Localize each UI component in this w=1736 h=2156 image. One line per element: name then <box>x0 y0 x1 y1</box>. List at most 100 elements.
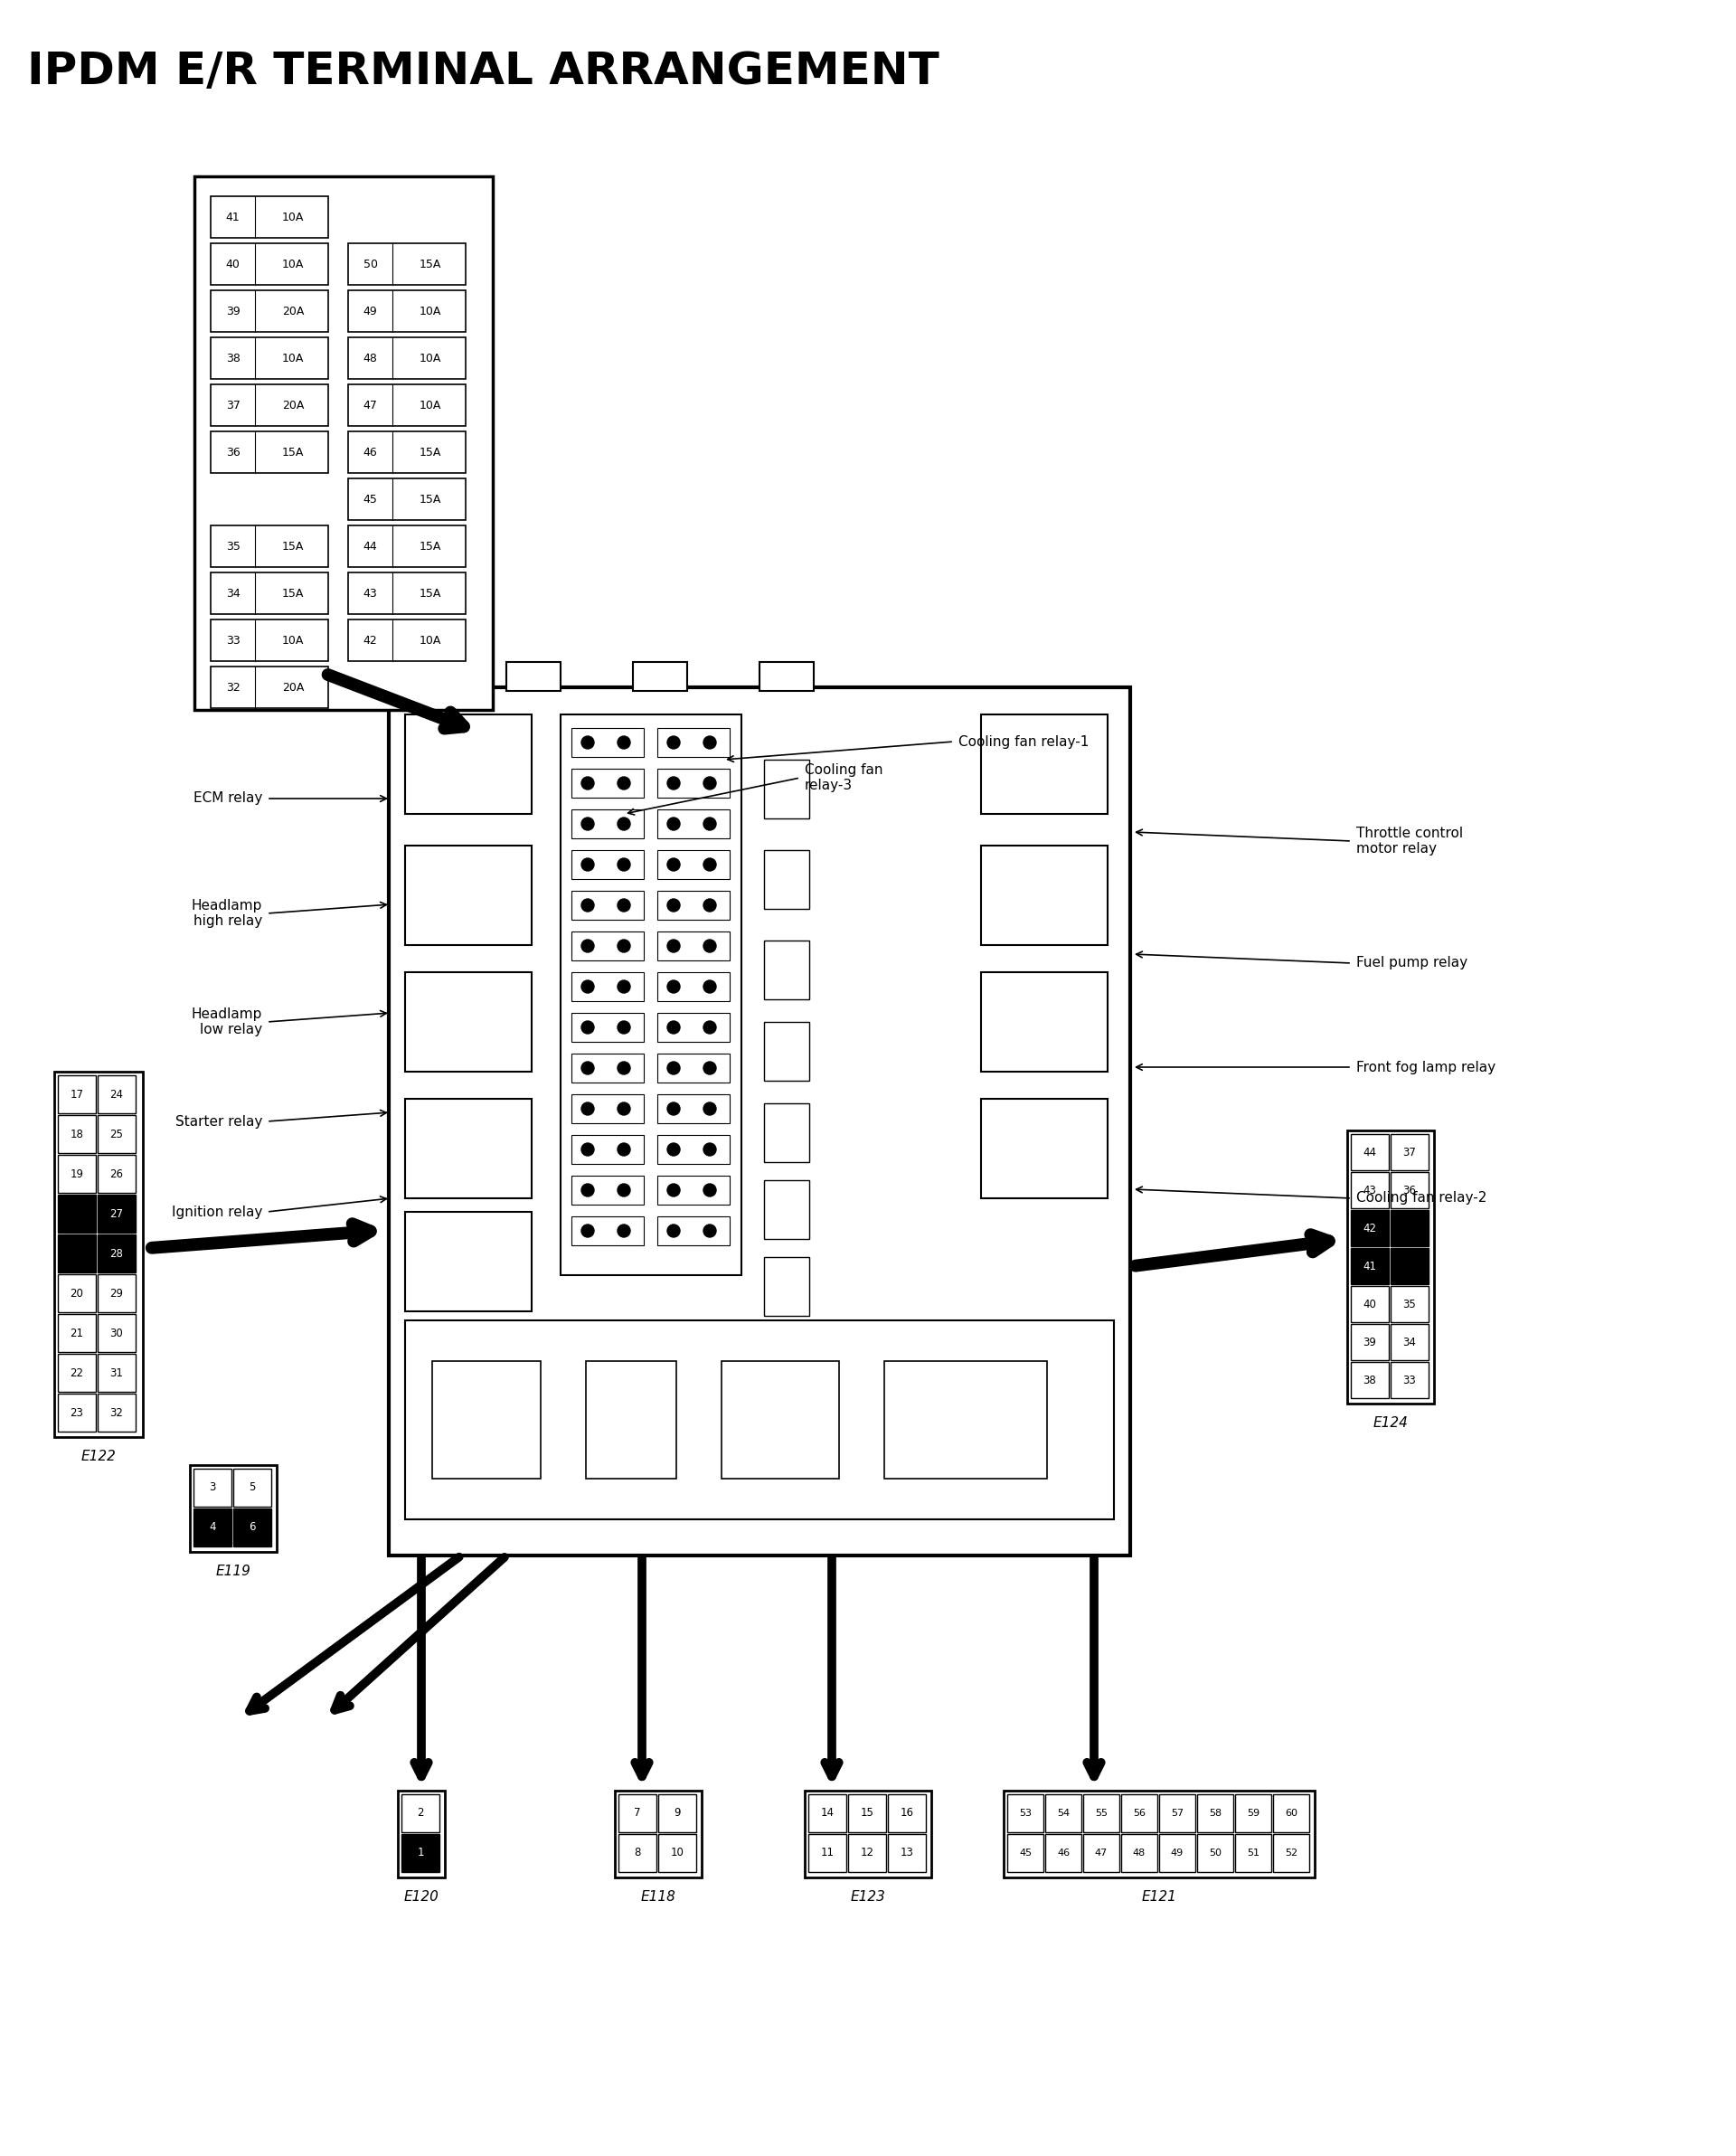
Bar <box>764 1104 809 1162</box>
Circle shape <box>703 981 715 994</box>
Circle shape <box>703 776 715 789</box>
Text: 58: 58 <box>1208 1809 1222 1818</box>
Text: 38: 38 <box>226 351 240 364</box>
Text: Cooling fan relay-1: Cooling fan relay-1 <box>958 735 1088 748</box>
Bar <box>1272 1835 1309 1871</box>
Text: 25: 25 <box>109 1128 123 1141</box>
Circle shape <box>618 1102 630 1115</box>
Text: 35: 35 <box>1403 1298 1417 1311</box>
Text: 52: 52 <box>1285 1848 1297 1858</box>
Text: 37: 37 <box>226 399 240 412</box>
Circle shape <box>667 817 681 830</box>
Bar <box>849 1835 885 1871</box>
Bar <box>210 336 328 379</box>
Bar <box>404 714 531 815</box>
Bar <box>658 890 729 921</box>
Text: 10A: 10A <box>281 211 304 222</box>
Text: 17: 17 <box>69 1089 83 1100</box>
Circle shape <box>703 858 715 871</box>
Text: 5: 5 <box>248 1481 255 1494</box>
Circle shape <box>618 735 630 748</box>
Circle shape <box>703 1061 715 1074</box>
Text: 60: 60 <box>1285 1809 1297 1818</box>
Circle shape <box>618 858 630 871</box>
Bar <box>1347 1130 1434 1404</box>
Text: 14: 14 <box>821 1807 833 1820</box>
Text: 43: 43 <box>1363 1184 1377 1197</box>
Text: 10A: 10A <box>281 259 304 270</box>
Bar <box>1351 1134 1389 1171</box>
Bar <box>571 808 644 839</box>
Bar <box>571 770 644 798</box>
Text: ECM relay: ECM relay <box>193 791 262 806</box>
Text: 34: 34 <box>1403 1337 1417 1348</box>
Bar <box>571 1054 644 1082</box>
Text: 20A: 20A <box>281 306 304 317</box>
Text: Cooling fan relay-2: Cooling fan relay-2 <box>1356 1192 1486 1205</box>
Bar <box>210 573 328 614</box>
Text: 15A: 15A <box>420 541 441 552</box>
Circle shape <box>582 776 594 789</box>
Text: 15A: 15A <box>420 259 441 270</box>
Circle shape <box>667 735 681 748</box>
Circle shape <box>667 1061 681 1074</box>
Bar <box>1391 1210 1429 1246</box>
Bar <box>97 1115 135 1153</box>
Bar <box>571 931 644 959</box>
Bar <box>54 1072 142 1438</box>
Bar <box>57 1156 95 1192</box>
Text: 36: 36 <box>1403 1184 1417 1197</box>
Circle shape <box>703 940 715 953</box>
Text: 35: 35 <box>226 541 240 552</box>
Bar <box>1272 1794 1309 1833</box>
Bar <box>571 1013 644 1041</box>
Bar <box>981 845 1108 944</box>
Bar <box>981 714 1108 815</box>
Bar <box>658 931 729 959</box>
Text: 15A: 15A <box>420 586 441 599</box>
Text: Cooling fan
relay-3: Cooling fan relay-3 <box>806 763 884 793</box>
Bar <box>97 1354 135 1393</box>
Bar <box>658 1175 729 1205</box>
Circle shape <box>618 1022 630 1033</box>
Text: 12: 12 <box>861 1848 873 1858</box>
Bar <box>587 1360 677 1479</box>
Text: 29: 29 <box>109 1287 123 1300</box>
Bar <box>618 1835 656 1871</box>
Text: Headlamp
low relay: Headlamp low relay <box>191 1007 262 1037</box>
Text: 33: 33 <box>1403 1373 1417 1386</box>
Text: E119: E119 <box>215 1565 250 1578</box>
Bar <box>349 336 465 379</box>
Text: 2: 2 <box>417 1807 424 1820</box>
Text: 15: 15 <box>861 1807 873 1820</box>
Bar <box>1351 1363 1389 1397</box>
Circle shape <box>703 1184 715 1197</box>
Text: 38: 38 <box>1363 1373 1377 1386</box>
Circle shape <box>618 899 630 912</box>
Bar <box>571 849 644 880</box>
Circle shape <box>582 1061 594 1074</box>
Text: 10A: 10A <box>420 399 441 412</box>
Text: 10A: 10A <box>420 351 441 364</box>
Text: 45: 45 <box>363 494 378 505</box>
Text: E121: E121 <box>1142 1891 1177 1904</box>
Text: 40: 40 <box>1363 1298 1377 1311</box>
Text: 24: 24 <box>109 1089 123 1100</box>
Text: 1: 1 <box>417 1848 424 1858</box>
Text: E123: E123 <box>851 1891 885 1904</box>
Bar <box>1391 1285 1429 1322</box>
Bar <box>349 619 465 662</box>
Text: 15A: 15A <box>420 494 441 505</box>
Bar <box>57 1235 95 1272</box>
Bar <box>658 808 729 839</box>
Text: 33: 33 <box>226 634 240 647</box>
Text: 20: 20 <box>69 1287 83 1300</box>
Bar <box>193 1468 231 1507</box>
Bar <box>658 1835 696 1871</box>
Circle shape <box>582 1184 594 1197</box>
Bar <box>401 1835 439 1871</box>
Text: 46: 46 <box>1057 1848 1069 1858</box>
Text: 45: 45 <box>1019 1848 1031 1858</box>
Bar <box>658 1013 729 1041</box>
Text: 15A: 15A <box>281 541 304 552</box>
